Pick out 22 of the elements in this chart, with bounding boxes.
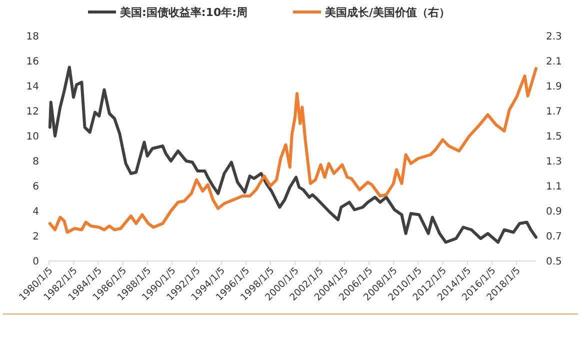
y-tick-label: 2 bbox=[32, 232, 39, 242]
y2-tick-label: 2.3 bbox=[546, 32, 562, 42]
legend-label: 美国:国债收益率:10年:周 bbox=[119, 6, 248, 19]
y-tick-label: 18 bbox=[26, 32, 39, 42]
y2-tick-label: 2.1 bbox=[546, 56, 562, 68]
y2-tick-label: 1.3 bbox=[546, 156, 562, 168]
y2-tick-label: 0.9 bbox=[546, 206, 562, 218]
y2-tick-label: 1.9 bbox=[546, 82, 562, 92]
y-tick-label: 10 bbox=[26, 132, 39, 142]
y2-tick-label: 1.1 bbox=[546, 182, 562, 192]
y-tick-label: 14 bbox=[26, 82, 39, 92]
y2-tick-label: 0.7 bbox=[546, 232, 562, 242]
y-tick-label: 16 bbox=[26, 56, 39, 68]
y2-tick-label: 0.5 bbox=[546, 256, 562, 268]
y2-tick-label: 1.7 bbox=[546, 106, 562, 118]
legend-label: 美国成长/美国价值（右） bbox=[324, 6, 450, 19]
y2-tick-label: 1.5 bbox=[546, 132, 562, 142]
y-tick-label: 0 bbox=[32, 256, 39, 268]
y-tick-label: 6 bbox=[32, 182, 39, 192]
y-tick-label: 4 bbox=[32, 206, 39, 218]
y-tick-label: 8 bbox=[32, 156, 39, 168]
y-tick-label: 12 bbox=[26, 106, 39, 118]
